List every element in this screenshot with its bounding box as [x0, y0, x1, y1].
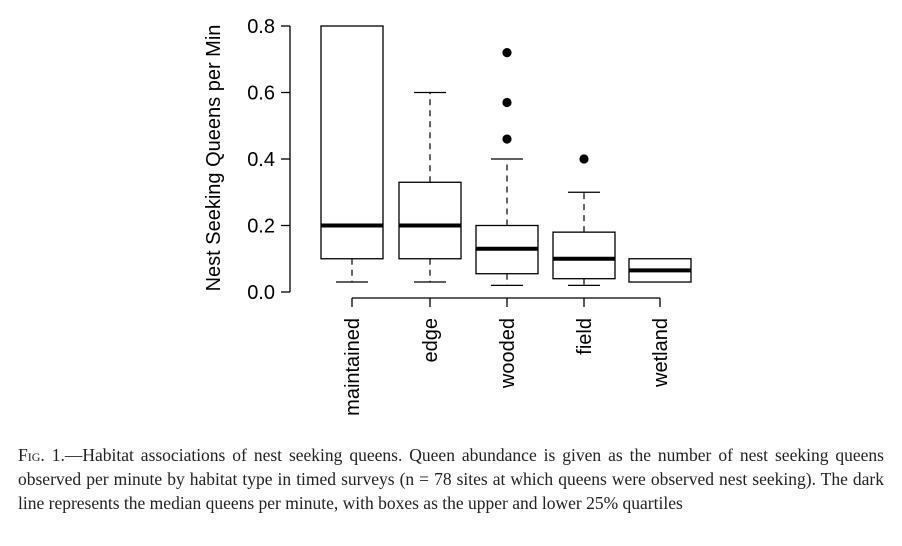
- figure-caption: Fig. 1.—Habitat associations of nest see…: [18, 443, 884, 515]
- box-maintained: [320, 25, 384, 260]
- y-tick-label-2: 0.4: [247, 149, 275, 171]
- x-tick-label-maintained: maintained: [342, 318, 364, 416]
- y-tick-label-4: 0.8: [247, 16, 275, 38]
- y-tick-label-0: 0.0: [247, 282, 275, 304]
- x-tick-label-field: field: [574, 318, 596, 355]
- x-tick-label-wetland: wetland: [650, 318, 672, 388]
- outlier-point-wooded-2: [502, 48, 512, 58]
- x-tick-label-wooded: wooded: [497, 318, 519, 389]
- x-tick-label-edge: edge: [420, 318, 442, 363]
- box-edge: [398, 181, 462, 260]
- plot-area: 0.0 0.2 0.4 0.6 0.8 maintained edge wooded field…: [247, 16, 692, 416]
- outlier-point-wooded-0: [502, 134, 512, 144]
- y-tick-label-1: 0.2: [247, 216, 275, 238]
- caption-text: —Habitat associations of nest seeking qu…: [18, 445, 884, 513]
- boxplot-chart: Nest Seeking Queens per Min 0.0 0.2 0.4 0.6…: [203, 16, 692, 416]
- outlier-point-field-0: [579, 154, 589, 164]
- outlier-point-wooded-1: [502, 97, 512, 108]
- box-field: [552, 231, 616, 280]
- caption-label: Fig. 1.: [18, 445, 65, 465]
- boxplot-figure: Nest Seeking Queens per Min 0.0 0.2 0.4 0.6…: [203, 16, 692, 416]
- y-axis-label: Nest Seeking Queens per Min: [203, 25, 225, 292]
- y-tick-label-3: 0.6: [247, 83, 275, 105]
